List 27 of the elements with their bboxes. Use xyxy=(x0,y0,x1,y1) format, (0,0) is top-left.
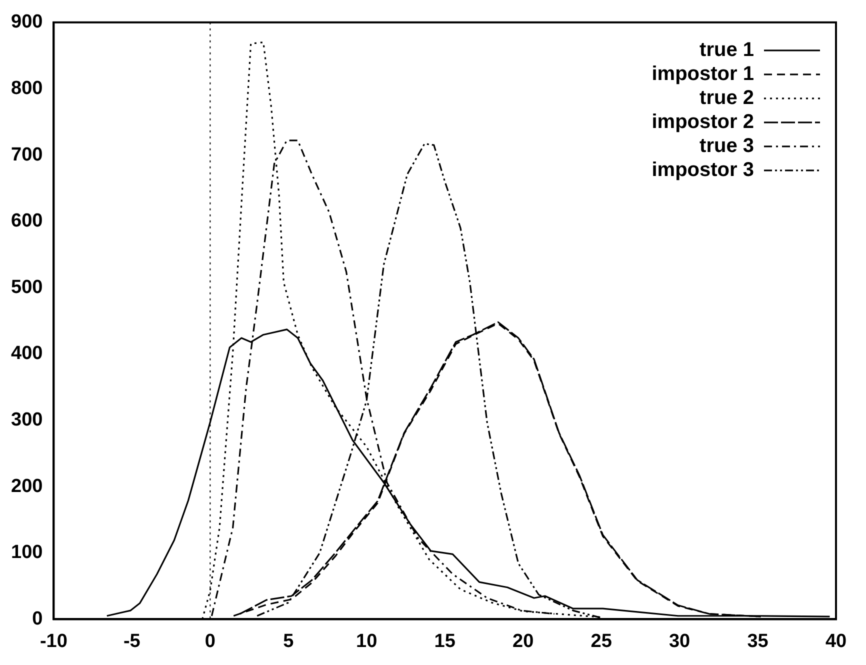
y-tick-label: 400 xyxy=(11,343,43,364)
x-tick-label: -10 xyxy=(40,630,68,652)
y-tick-label: 500 xyxy=(11,276,43,298)
legend-label: impostor 2 xyxy=(652,110,754,133)
x-tick-label: 5 xyxy=(283,630,294,652)
y-tick-label: 200 xyxy=(11,476,43,497)
x-tick-label: 20 xyxy=(512,630,534,652)
legend-label: impostor 3 xyxy=(652,158,754,181)
legend-label: impostor 1 xyxy=(652,62,754,85)
y-tick-label: 900 xyxy=(11,12,43,33)
legend-label: true 1 xyxy=(700,38,754,61)
x-tick-label: 0 xyxy=(204,630,216,652)
x-tick-label: 15 xyxy=(434,630,456,652)
y-tick-label: 100 xyxy=(11,542,43,564)
y-tick-label: 600 xyxy=(11,210,43,232)
x-tick-label: 25 xyxy=(590,630,612,652)
y-tick-label: 300 xyxy=(11,410,43,430)
x-tick-label: 30 xyxy=(668,630,690,652)
y-tick-label: 800 xyxy=(11,78,43,99)
x-tick-label: 10 xyxy=(356,630,378,652)
x-tick-label: -5 xyxy=(123,630,141,652)
y-tick-label: 0 xyxy=(32,608,43,630)
legend-label: true 2 xyxy=(700,86,754,109)
y-tick-label: 700 xyxy=(11,144,43,166)
x-tick-label: 35 xyxy=(747,630,769,652)
legend-label: true 3 xyxy=(700,134,754,157)
x-tick-label: 40 xyxy=(825,630,847,652)
